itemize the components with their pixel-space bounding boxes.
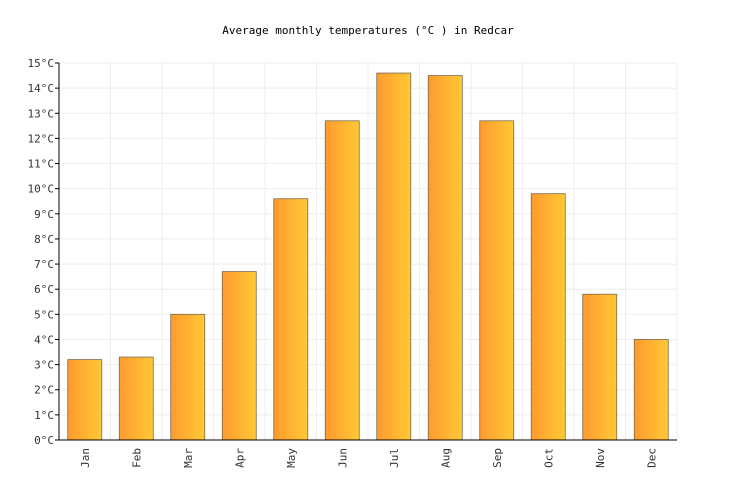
x-tick-label: Dec bbox=[645, 448, 658, 468]
x-tick-label: Feb bbox=[130, 448, 143, 468]
x-tick-label: May bbox=[285, 448, 298, 468]
bars-layer bbox=[67, 72, 669, 441]
y-tick-label: 11°C bbox=[28, 158, 55, 171]
y-tick-label: 10°C bbox=[28, 183, 55, 196]
chart-title: Average monthly temperatures (°C ) in Re… bbox=[222, 24, 514, 37]
bar-aug bbox=[427, 75, 463, 441]
bar-sep bbox=[479, 120, 515, 441]
y-tick-label: 12°C bbox=[28, 132, 55, 145]
bar-oct bbox=[530, 193, 566, 441]
y-tick-label: 3°C bbox=[34, 359, 54, 372]
x-tick-label: Apr bbox=[233, 448, 246, 468]
x-tick-label: Oct bbox=[542, 448, 555, 468]
y-tick-label: 1°C bbox=[34, 409, 54, 422]
y-tick-label: 13°C bbox=[28, 107, 55, 120]
y-tick-labels: 0°C 1°C 2°C 3°C 4°C 5°C 6°C 7°C 8°C 9°C 10°C 11°C 12… bbox=[28, 57, 59, 447]
bar-dec bbox=[633, 339, 669, 441]
x-tick-labels: Jan Feb Mar Apr May Jun Jul Aug Sep Oct Nov Dec bbox=[79, 448, 659, 468]
bar-apr bbox=[221, 271, 257, 441]
y-tick-label: 4°C bbox=[34, 333, 54, 346]
y-tick-label: 2°C bbox=[34, 384, 54, 397]
x-tick-label: Aug bbox=[439, 448, 452, 468]
bar-jan bbox=[67, 359, 103, 441]
y-tick-label: 5°C bbox=[34, 308, 54, 321]
y-tick-label: 14°C bbox=[28, 82, 55, 95]
bar-jul bbox=[376, 72, 412, 441]
x-tick-label: Sep bbox=[491, 448, 504, 468]
bar-jun bbox=[324, 120, 360, 441]
x-tick-label: Nov bbox=[594, 448, 607, 468]
y-tick-label: 6°C bbox=[34, 283, 54, 296]
axis-layer bbox=[58, 63, 677, 441]
y-tick-label: 15°C bbox=[28, 57, 55, 70]
x-tick-label: Jun bbox=[336, 448, 349, 468]
bar-may bbox=[273, 198, 309, 441]
y-tick-label: 9°C bbox=[34, 208, 54, 221]
bar-mar bbox=[170, 313, 206, 441]
bar-feb bbox=[118, 356, 154, 441]
bar-nov bbox=[582, 293, 618, 441]
x-tick-label: Jan bbox=[79, 448, 92, 468]
y-tick-label: 7°C bbox=[34, 258, 54, 271]
x-tick-label: Jul bbox=[388, 448, 401, 468]
y-tick-label: 0°C bbox=[34, 434, 54, 447]
y-tick-label: 8°C bbox=[34, 233, 54, 246]
grid-layer bbox=[59, 62, 678, 440]
x-tick-label: Mar bbox=[182, 448, 195, 468]
